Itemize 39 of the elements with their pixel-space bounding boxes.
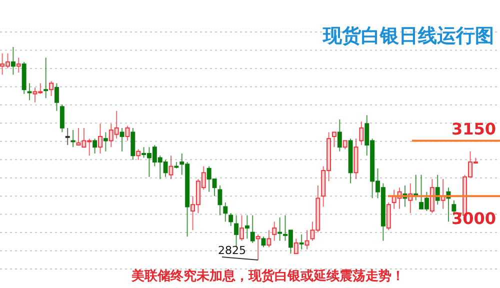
- candlestick: [294, 238, 298, 254]
- candlestick: [359, 121, 364, 146]
- candlestick: [299, 234, 304, 250]
- candlestick: [266, 230, 272, 248]
- candlestick: [27, 82, 32, 101]
- annotation: 3150: [451, 120, 496, 139]
- candlestick: [130, 127, 136, 160]
- candlestick: [261, 236, 266, 248]
- candlestick: [70, 130, 76, 148]
- candlestick: [278, 216, 282, 242]
- candlestick: [44, 57, 48, 99]
- candlestick: [92, 138, 98, 154]
- candlestick: [16, 57, 21, 74]
- candlestick: [10, 46, 16, 76]
- candlestick: [250, 214, 255, 244]
- candlestick: [60, 104, 64, 133]
- candlestick: [218, 184, 222, 216]
- candlestick: [244, 214, 250, 240]
- candlestick: [54, 82, 59, 112]
- chart-title: 现货白银日线运行图: [322, 25, 494, 47]
- candlestick: [228, 212, 234, 226]
- candlestick: [337, 118, 342, 152]
- candlestick: [136, 148, 141, 160]
- candlestick: [120, 127, 124, 152]
- candlestick: [168, 155, 174, 180]
- candlestick: [125, 125, 130, 142]
- candlestick: [98, 123, 102, 154]
- candlestick: [430, 178, 434, 214]
- candlestick: [103, 132, 108, 152]
- candlestick: [386, 202, 391, 231]
- candlestick: [65, 127, 70, 146]
- candlestick: [49, 80, 54, 96]
- candlestick: [332, 132, 336, 148]
- text: 美联储终究未加息，现货白银或延续震荡走势！: [130, 268, 404, 284]
- annotation: 2825: [218, 244, 246, 257]
- candlestick: [239, 214, 244, 242]
- candlestick: [223, 202, 228, 222]
- candlestick: [256, 234, 260, 260]
- candlestick: [272, 221, 277, 242]
